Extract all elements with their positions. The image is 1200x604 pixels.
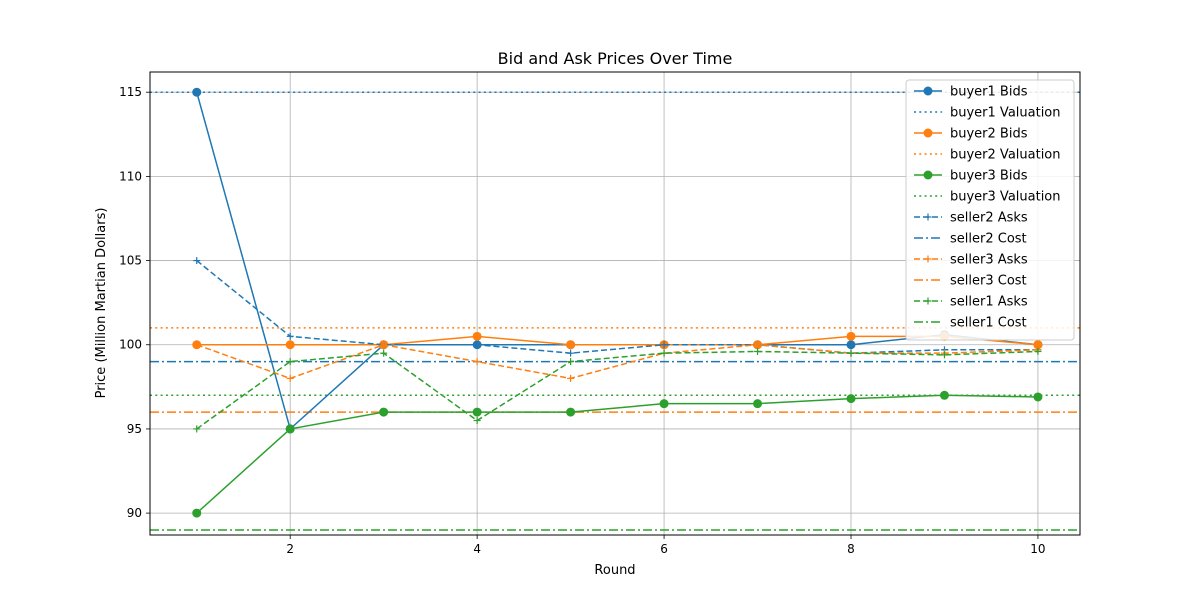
legend-label-buyer2-valuation: buyer2 Valuation: [950, 148, 1061, 163]
buyer2-bids-point: [846, 331, 856, 341]
legend-label-seller3-cost: seller3 Cost: [950, 274, 1027, 289]
buyer3-bids-point: [1033, 392, 1043, 402]
buyer3-bids-series: [192, 390, 1043, 518]
x-tick-label: 8: [847, 542, 855, 556]
y-tick-label: 115: [119, 85, 142, 99]
buyer2-bids-point: [566, 340, 576, 350]
buyer3-bids-point: [939, 390, 949, 400]
legend-label-buyer3-bids: buyer3 Bids: [950, 169, 1028, 184]
legend-label-seller3-asks: seller3 Asks: [950, 253, 1028, 268]
x-axis-label: Round: [594, 563, 635, 578]
plot-frame: [149, 71, 1081, 536]
x-tick-label: 2: [286, 542, 294, 556]
legend-marker-buyer2-bids: [923, 128, 933, 138]
chart-title: Bid and Ask Prices Over Time: [498, 49, 733, 68]
buyer2-bids-series: [192, 331, 1043, 350]
x-tick-label: 4: [473, 542, 481, 556]
legend-label-seller2-cost: seller2 Cost: [950, 232, 1027, 247]
legend-label-buyer2-bids: buyer2 Bids: [950, 127, 1028, 142]
buyer3-bids-point: [846, 394, 856, 404]
legend-label-seller1-cost: seller1 Cost: [950, 316, 1027, 331]
x-tick-label: 10: [1030, 542, 1045, 556]
legend: buyer1 Bids buyer1 Valuation buyer2 Bids bu…: [905, 79, 1075, 341]
buyer1-bids-point: [192, 87, 202, 97]
seller3-asks-line: [196, 343, 1038, 380]
seller2-asks-line: [196, 259, 1038, 354]
buyer2-bids-line: [196, 335, 1039, 346]
buyer3-bids-point: [379, 407, 389, 417]
y-tick-label: 105: [119, 254, 142, 268]
seller1-asks-series: [193, 347, 1042, 433]
buyer3-bids-point: [753, 399, 763, 409]
legend-marker-buyer3-bids: [923, 170, 933, 180]
buyer2-bids-point: [472, 331, 482, 341]
legend-box: [905, 79, 1075, 341]
y-tick-label: 110: [119, 169, 142, 183]
buyer3-bids-point: [285, 424, 295, 434]
buyer3-bids-point: [659, 399, 669, 409]
buyer1-bids-point: [846, 340, 856, 350]
buyer3-bids-line: [196, 394, 1038, 514]
y-tick-label: 100: [119, 338, 142, 352]
y-tick-label: 90: [127, 506, 142, 520]
legend-label-seller1-asks: seller1 Asks: [950, 295, 1028, 310]
legend-label-buyer1-bids: buyer1 Bids: [950, 85, 1028, 100]
legend-label-buyer1-valuation: buyer1 Valuation: [950, 106, 1061, 121]
legend-marker-buyer1-bids: [923, 86, 933, 96]
buyer3-bids-point: [472, 407, 482, 417]
axis-ticks: 2 4 6 8 10 90 95 100 105 110 115: [119, 85, 1045, 556]
y-axis-label: Price (Million Martian Dollars): [94, 208, 109, 399]
buyer3-bids-point: [192, 508, 202, 518]
seller1-asks-line: [196, 350, 1038, 430]
x-tick-label: 6: [660, 542, 668, 556]
buyer2-bids-point: [1033, 340, 1043, 350]
buyer2-bids-point: [285, 340, 295, 350]
buyer3-bids-point: [566, 407, 576, 417]
data-series: [192, 87, 1043, 518]
y-tick-label: 95: [127, 422, 142, 436]
legend-label-seller2-asks: seller2 Asks: [950, 211, 1028, 226]
legend-label-buyer3-valuation: buyer3 Valuation: [950, 190, 1061, 205]
